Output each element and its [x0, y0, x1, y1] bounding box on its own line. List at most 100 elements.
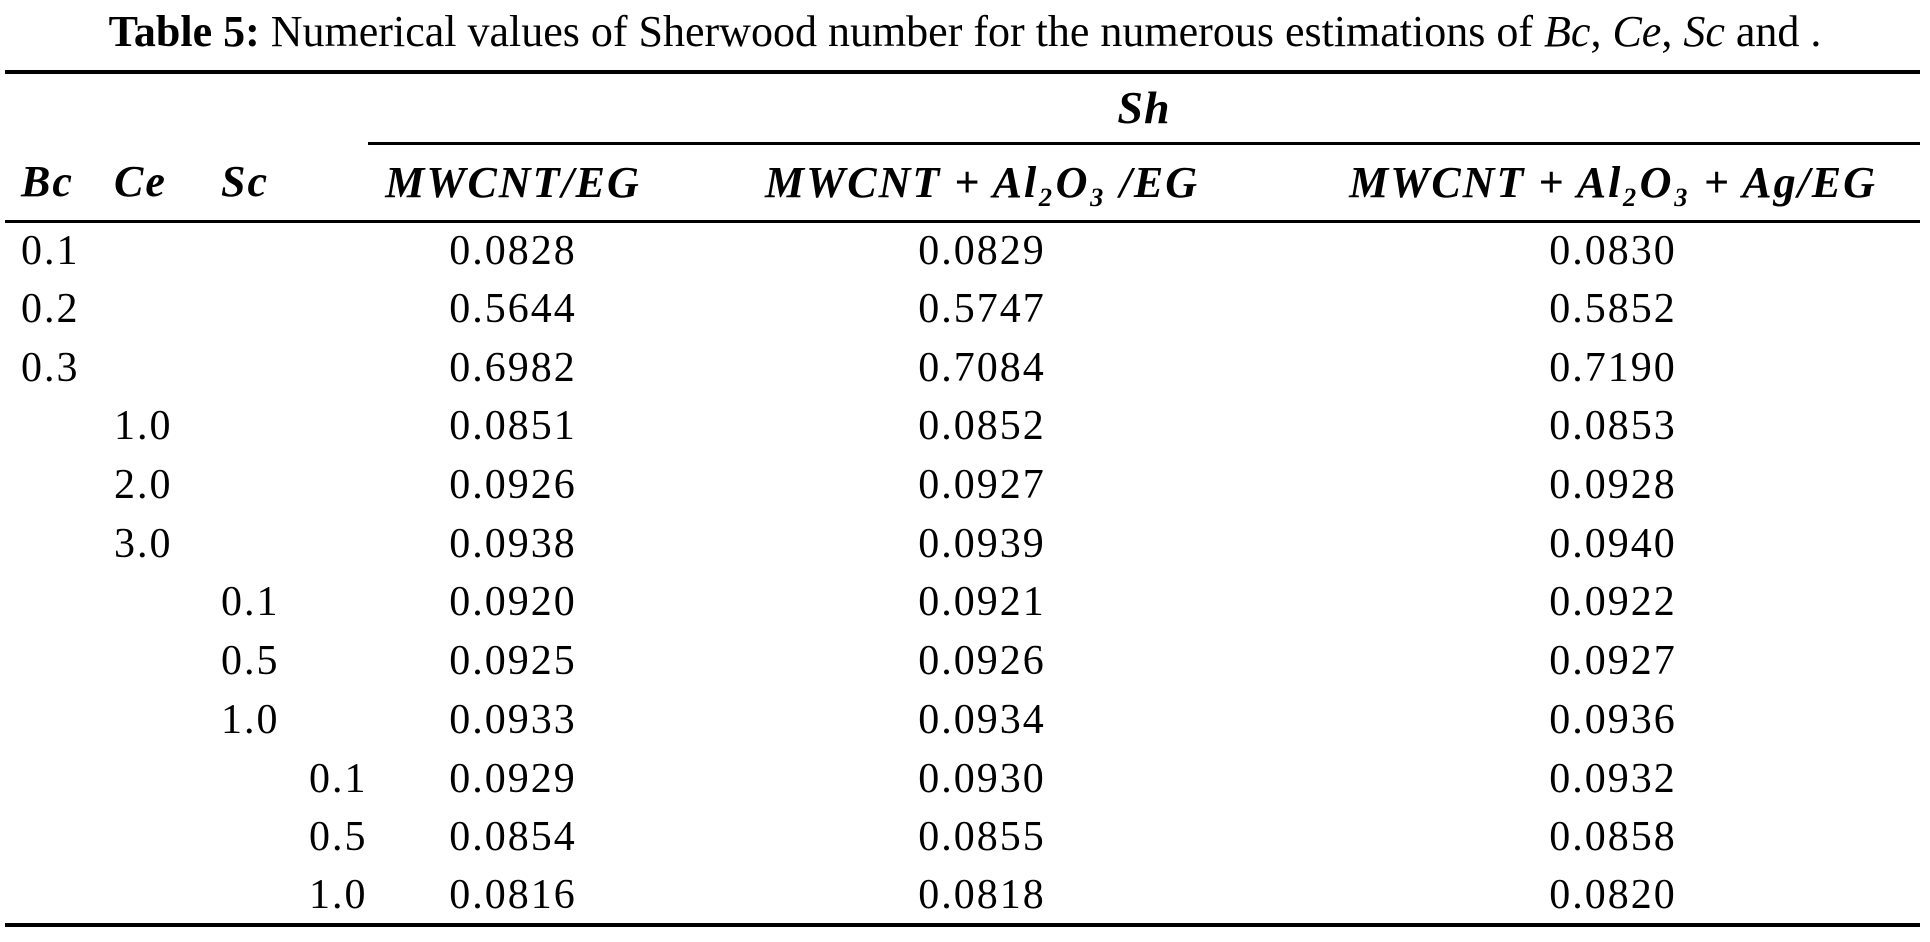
cell-bc — [5, 632, 100, 691]
cell-sh-mwcnt-al2o3-ag-eg: 0.0927 — [1549, 638, 1677, 685]
cell-sh-mwcnt-eg: 0.5644 — [449, 286, 577, 333]
cell-sh-mwcnt-al2o3-ag-eg: 0.0858 — [1549, 814, 1677, 861]
cell-bc — [5, 397, 100, 456]
cell-p4 — [283, 632, 368, 691]
cell-bc — [5, 867, 100, 926]
column-header-unlabeled — [283, 143, 368, 223]
cell-sh-mwcnt-eg: 0.0854 — [449, 814, 577, 861]
caption-var-bc: Bc — [1544, 7, 1591, 56]
cell-ce — [100, 338, 195, 397]
cell-p4: 0.5 — [309, 814, 368, 861]
table-row: 0.1 0.0828 0.0829 0.0830 — [5, 221, 1920, 280]
cell-sh-mwcnt-al2o3-ag-eg: 0.0922 — [1549, 579, 1677, 626]
cell-sh-mwcnt-al2o3-ag-eg: 0.0853 — [1549, 403, 1677, 450]
column-header-mwcnt-al2o3-ag-eg: MWCNT + Al₂O₃ + Ag/EG — [1306, 143, 1921, 223]
cell-sc: 0.1 — [221, 579, 280, 626]
cell-sh-mwcnt-al2o3-eg: 0.7084 — [918, 344, 1046, 391]
cell-sh-mwcnt-al2o3-eg: 0.0926 — [918, 638, 1046, 685]
cell-bc — [5, 514, 100, 573]
cell-sh-mwcnt-eg: 0.0828 — [449, 228, 577, 275]
cell-ce — [100, 691, 195, 750]
cell-bc — [5, 691, 100, 750]
column-header-bc: Bc — [5, 143, 100, 223]
table-row: 2.0 0.0926 0.0927 0.0928 — [5, 456, 1920, 515]
cell-sh-mwcnt-al2o3-eg: 0.0939 — [918, 520, 1046, 567]
cell-sc — [195, 456, 283, 515]
cell-ce: 1.0 — [114, 403, 173, 450]
caption-separator: , — [1661, 7, 1684, 56]
cell-ce — [100, 573, 195, 632]
cell-p4 — [283, 397, 368, 456]
cell-sh-mwcnt-al2o3-eg: 0.0855 — [918, 814, 1046, 861]
cell-p4 — [283, 338, 368, 397]
table-row: 0.1 0.0929 0.0930 0.0932 — [5, 749, 1920, 808]
cell-sh-mwcnt-al2o3-ag-eg: 0.7190 — [1549, 344, 1677, 391]
table-row: 0.5 0.0925 0.0926 0.0927 — [5, 632, 1920, 691]
cell-p4: 1.0 — [309, 871, 368, 918]
table-row: 0.1 0.0920 0.0921 0.0922 — [5, 573, 1920, 632]
cell-sh-mwcnt-al2o3-eg: 0.0930 — [918, 755, 1046, 802]
cell-sc — [195, 280, 283, 339]
cell-bc: 0.2 — [21, 286, 80, 333]
group-header-spacer — [5, 72, 368, 143]
cell-ce — [100, 867, 195, 926]
cell-bc — [5, 456, 100, 515]
caption-text: Numerical values of Sherwood number for … — [259, 7, 1545, 56]
cell-ce — [100, 749, 195, 808]
table-row: 0.2 0.5644 0.5747 0.5852 — [5, 280, 1920, 339]
column-header-row: Bc Ce Sc MWCNT/EG MWCNT + Al₂O₃ /EG MWCN… — [5, 143, 1921, 223]
cell-sh-mwcnt-al2o3-eg: 0.0934 — [918, 696, 1046, 743]
cell-ce — [100, 632, 195, 691]
cell-bc — [5, 749, 100, 808]
cell-sh-mwcnt-al2o3-ag-eg: 0.0936 — [1549, 696, 1677, 743]
cell-p4 — [283, 221, 368, 280]
cell-ce — [100, 808, 195, 867]
caption-separator: , — [1590, 7, 1613, 56]
table-row: 1.0 0.0851 0.0852 0.0853 — [5, 397, 1920, 456]
cell-sh-mwcnt-al2o3-ag-eg: 0.0830 — [1549, 228, 1677, 275]
cell-ce — [100, 280, 195, 339]
cell-sh-mwcnt-al2o3-eg: 0.0921 — [918, 579, 1046, 626]
table-row: 3.0 0.0938 0.0939 0.0940 — [5, 514, 1920, 573]
cell-sh-mwcnt-eg: 0.0926 — [449, 462, 577, 509]
table-row: 1.0 0.0816 0.0818 0.0820 — [5, 867, 1920, 926]
cell-sc: 1.0 — [221, 696, 280, 743]
cell-sh-mwcnt-al2o3-ag-eg: 0.5852 — [1549, 286, 1677, 333]
cell-sh-mwcnt-eg: 0.0851 — [449, 403, 577, 450]
cell-sh-mwcnt-al2o3-eg: 0.0927 — [918, 462, 1046, 509]
column-header-mwcnt-eg: MWCNT/EG — [368, 143, 658, 223]
cell-sc — [195, 749, 283, 808]
caption-var-ce: Ce — [1612, 7, 1662, 56]
sherwood-number-table: Sh Bc Ce Sc MWCNT/EG MWCNT + Al₂O₃ /EG M… — [5, 70, 1921, 928]
cell-sh-mwcnt-eg: 0.0929 — [449, 755, 577, 802]
cell-sh-mwcnt-eg: 0.0938 — [449, 520, 577, 567]
cell-sh-mwcnt-al2o3-eg: 0.5747 — [918, 286, 1046, 333]
cell-sc: 0.5 — [221, 638, 280, 685]
caption-text-end: and . — [1724, 7, 1822, 56]
cell-bc — [5, 808, 100, 867]
cell-p4: 0.1 — [309, 755, 368, 802]
cell-sh-mwcnt-al2o3-eg: 0.0829 — [918, 228, 1046, 275]
cell-ce: 2.0 — [114, 462, 173, 509]
table-row: 0.5 0.0854 0.0855 0.0858 — [5, 808, 1920, 867]
cell-bc: 0.1 — [21, 228, 80, 275]
cell-sc — [195, 514, 283, 573]
caption-label: Table 5: — [108, 7, 260, 56]
cell-sh-mwcnt-al2o3-eg: 0.0852 — [918, 403, 1046, 450]
cell-sh-mwcnt-eg: 0.6982 — [449, 344, 577, 391]
cell-p4 — [283, 691, 368, 750]
cell-ce: 3.0 — [114, 520, 173, 567]
cell-sc — [195, 808, 283, 867]
cell-bc: 0.3 — [21, 344, 80, 391]
group-header-row: Sh — [5, 72, 1921, 145]
cell-p4 — [283, 456, 368, 515]
cell-sh-mwcnt-al2o3-ag-eg: 0.0932 — [1549, 755, 1677, 802]
group-header-sh: Sh — [368, 72, 1921, 145]
cell-sh-mwcnt-al2o3-ag-eg: 0.0928 — [1549, 462, 1677, 509]
column-header-sc: Sc — [195, 143, 283, 223]
table-row: 0.3 0.6982 0.7084 0.7190 — [5, 338, 1920, 397]
cell-p4 — [283, 280, 368, 339]
cell-sh-mwcnt-al2o3-eg: 0.0818 — [918, 871, 1046, 918]
cell-sh-mwcnt-eg: 0.0920 — [449, 579, 577, 626]
